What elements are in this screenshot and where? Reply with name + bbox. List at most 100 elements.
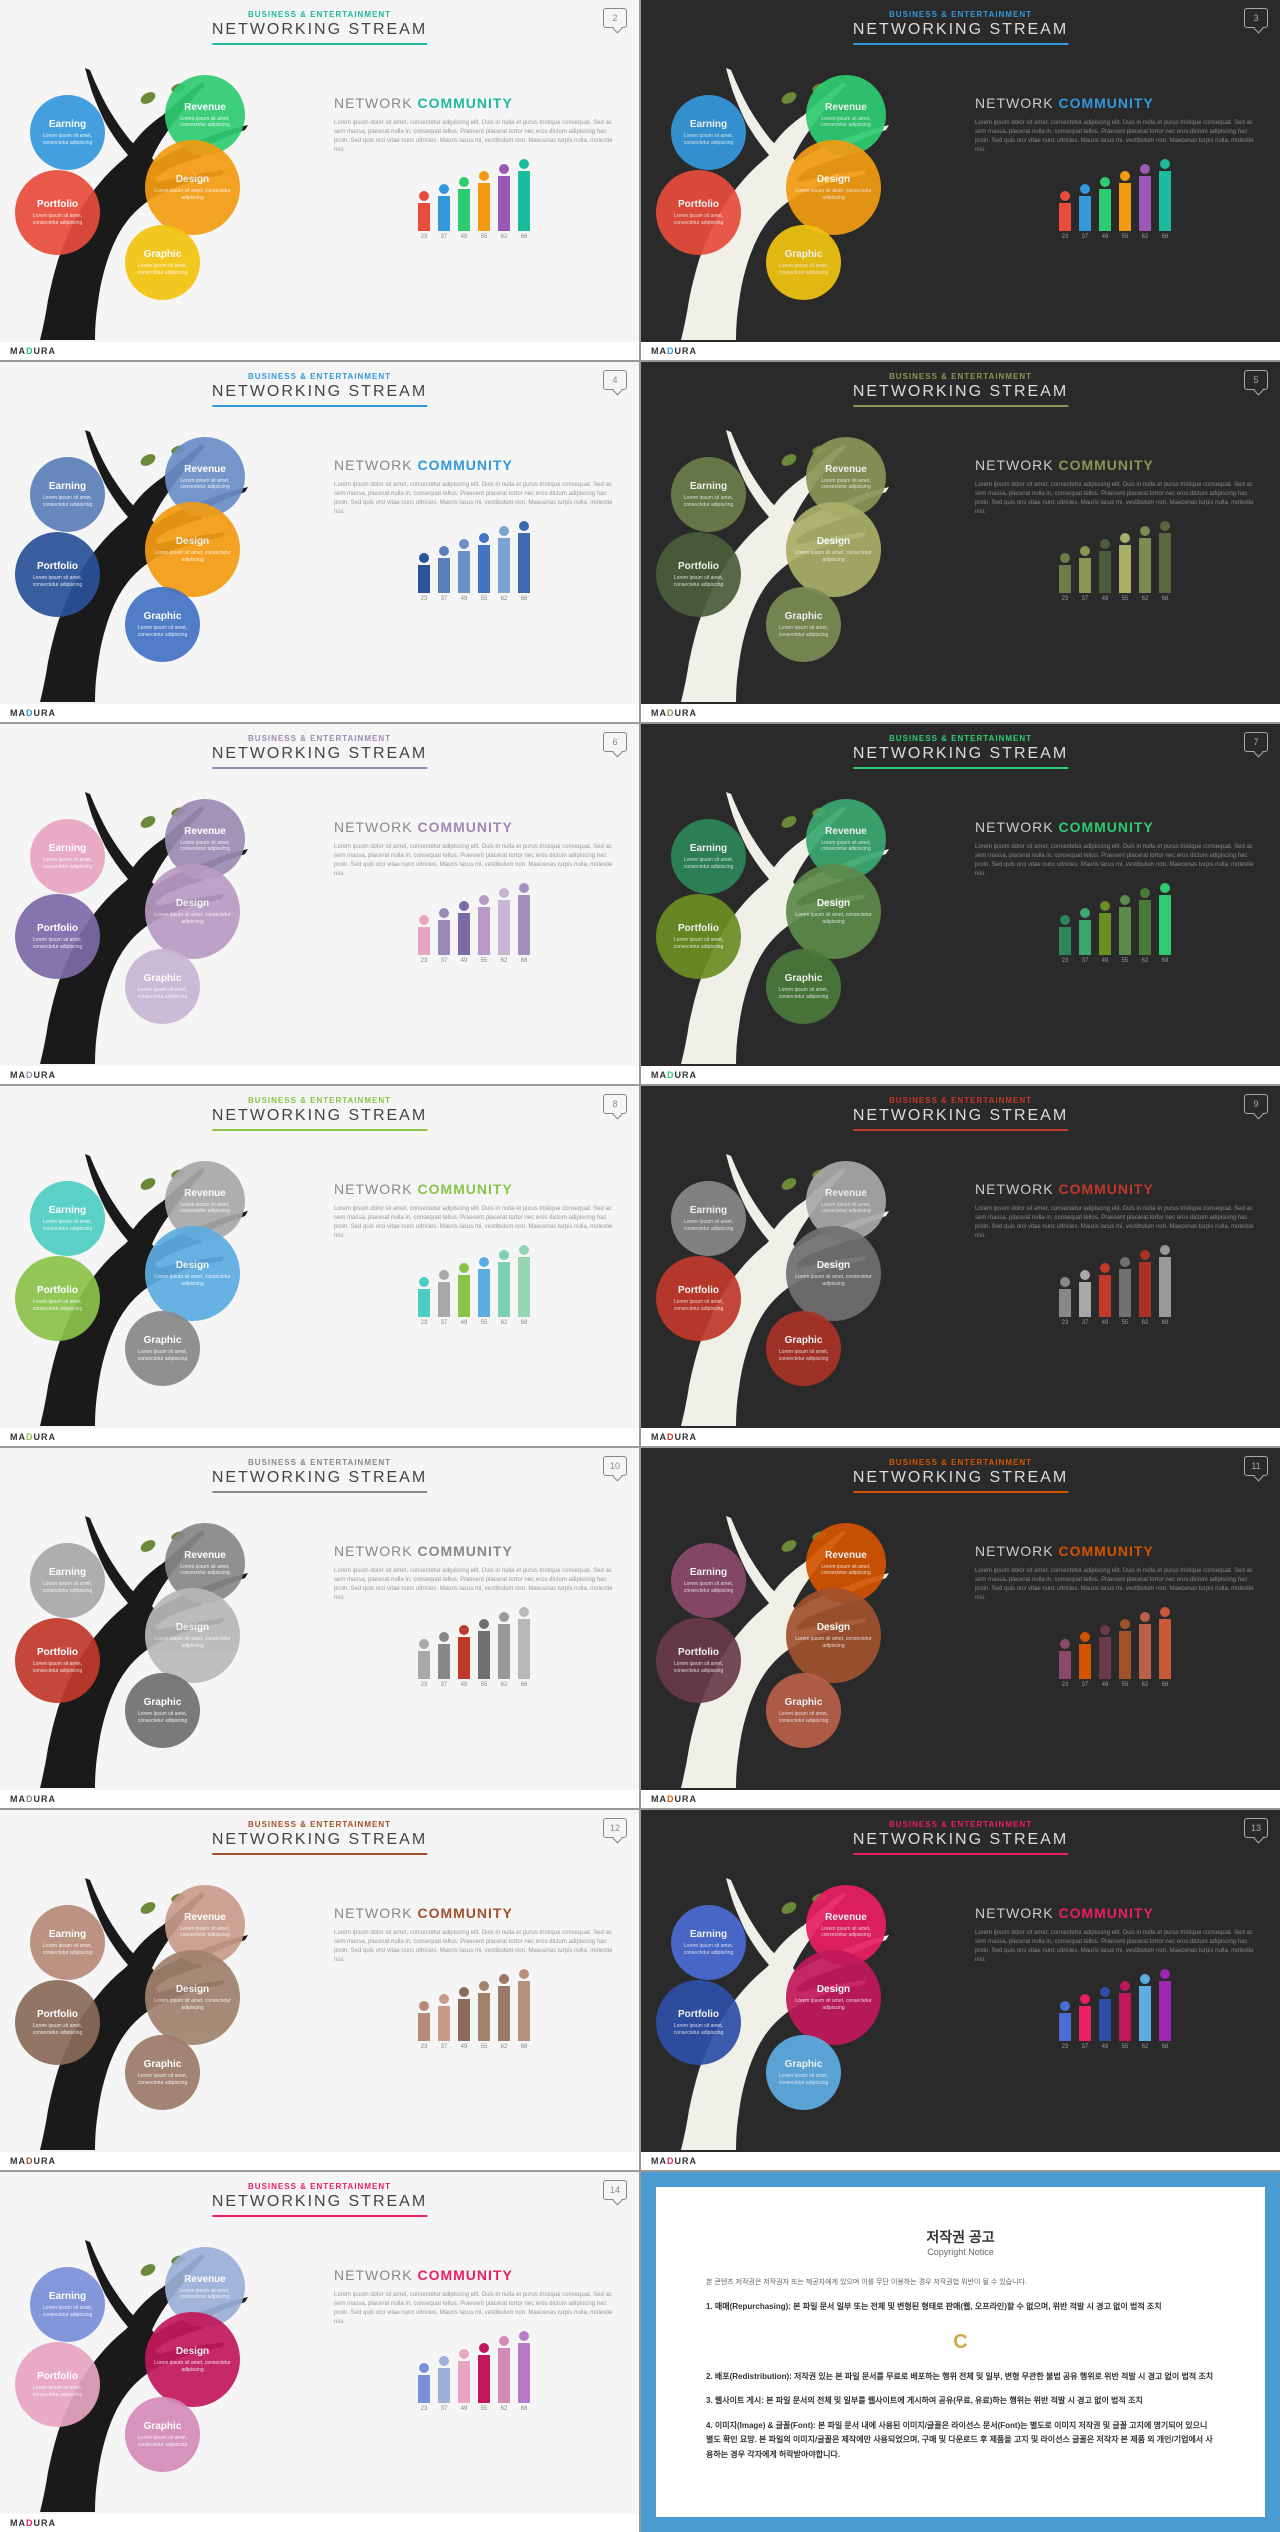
- bar: [1119, 1993, 1131, 2041]
- bar: [1059, 1651, 1071, 1679]
- bar-dot: [499, 526, 509, 536]
- description: Lorem ipsum dolor sit amet, consectetur …: [975, 1567, 1255, 1603]
- circle-text: Lorem ipsum sit amet, consectetur adipis…: [791, 912, 876, 925]
- circle-text: Lorem ipsum sit amet, consectetur adipis…: [35, 1219, 100, 1232]
- bar-item: 55: [1119, 171, 1131, 240]
- bar-chart: 23 37 49 55 62 68: [334, 1618, 614, 1688]
- bar-dot: [459, 901, 469, 911]
- subtitle: BUSINESS & ENTERTAINMENT: [212, 1820, 427, 1829]
- circle-text: Lorem ipsum sit amet, consectetur adipis…: [771, 1711, 836, 1724]
- bar-dot: [519, 1245, 529, 1255]
- bar-chart: 23 37 49 55 62 68: [334, 1980, 614, 2050]
- circle-text: Lorem ipsum sit amet, consectetur adipis…: [150, 912, 235, 925]
- circle-label: Graphic: [785, 1335, 823, 1346]
- bar-label: 37: [441, 1320, 448, 1326]
- circle-design: Design Lorem ipsum sit amet, consectetur…: [786, 864, 881, 959]
- bar: [498, 900, 510, 955]
- bar-dot: [499, 1974, 509, 1984]
- bar-item: 23: [418, 2001, 430, 2050]
- copyright-title: 저작권 공고: [706, 2227, 1215, 2247]
- bar: [1119, 1269, 1131, 1317]
- bar-item: 68: [518, 1969, 530, 2050]
- bar-dot: [419, 191, 429, 201]
- circle-label: Design: [176, 1260, 209, 1271]
- bar-label: 68: [521, 234, 528, 240]
- bar: [478, 1631, 490, 1679]
- circle-label: Earning: [690, 1567, 727, 1578]
- subtitle: BUSINESS & ENTERTAINMENT: [853, 1820, 1068, 1829]
- circle-label: Graphic: [144, 249, 182, 260]
- circle-text: Lorem ipsum sit amet, consectetur adipis…: [771, 625, 836, 638]
- bar-dot: [1060, 1639, 1070, 1649]
- circle-portfolio: Portfolio Lorem ipsum sit amet, consecte…: [15, 1618, 100, 1703]
- subtitle: BUSINESS & ENTERTAINMENT: [212, 10, 427, 19]
- bar-label: 49: [1102, 1320, 1109, 1326]
- bar-dot: [479, 1981, 489, 1991]
- bar-item: 23: [1059, 1639, 1071, 1688]
- bar-item: 23: [418, 553, 430, 602]
- bar-dot: [459, 2349, 469, 2359]
- network-title: NETWORK COMMUNITY: [975, 95, 1255, 111]
- circle-text: Lorem ipsum sit amet, consectetur adipis…: [20, 213, 95, 226]
- bar-dot: [1120, 1981, 1130, 1991]
- circle-label: Revenue: [184, 2274, 226, 2285]
- bar-item: 62: [498, 1250, 510, 1326]
- bar-dot: [1140, 888, 1150, 898]
- right-panel: NETWORK COMMUNITY Lorem ipsum dolor sit …: [975, 819, 1255, 964]
- circle-text: Lorem ipsum sit amet, consectetur adipis…: [130, 263, 195, 276]
- bar: [418, 1289, 430, 1317]
- bar: [1119, 1631, 1131, 1679]
- bar-label: 62: [1142, 596, 1149, 602]
- bar-dot: [1120, 171, 1130, 181]
- bar-dot: [1100, 177, 1110, 187]
- bar-dot: [419, 1277, 429, 1287]
- circle-earning: Earning Lorem ipsum sit amet, consectetu…: [30, 2267, 105, 2342]
- description: Lorem ipsum dolor sit amet, consectetur …: [975, 1929, 1255, 1965]
- footer: MADURA: [641, 1428, 1280, 1446]
- circle-text: Lorem ipsum sit amet, consectetur adipis…: [170, 1564, 240, 1577]
- bar-dot: [1140, 1974, 1150, 1984]
- circle-label: Design: [176, 1622, 209, 1633]
- bar: [1079, 558, 1091, 593]
- bar-dot: [1060, 191, 1070, 201]
- description: Lorem ipsum dolor sit amet, consectetur …: [334, 481, 614, 517]
- bar-dot: [1120, 533, 1130, 543]
- bar: [478, 183, 490, 231]
- bar-item: 68: [518, 521, 530, 602]
- circle-graphic: Graphic Lorem ipsum sit amet, consectetu…: [766, 949, 841, 1024]
- bar-label: 37: [441, 1682, 448, 1688]
- slide-10: 10 BUSINESS & ENTERTAINMENT NETWORKING S…: [0, 1448, 639, 1808]
- circle-label: Earning: [690, 1205, 727, 1216]
- bar: [1159, 1981, 1171, 2041]
- network-title: NETWORK COMMUNITY: [334, 819, 614, 835]
- bar-item: 55: [478, 2343, 490, 2412]
- network-title: NETWORK COMMUNITY: [975, 819, 1255, 835]
- page-number: 9: [1244, 1094, 1268, 1114]
- bar-dot: [499, 1250, 509, 1260]
- bar-item: 55: [478, 171, 490, 240]
- bar-dot: [479, 171, 489, 181]
- bar: [458, 189, 470, 231]
- circle-text: Lorem ipsum sit amet, consectetur adipis…: [791, 188, 876, 201]
- bar: [458, 2361, 470, 2403]
- bar-dot: [1160, 1607, 1170, 1617]
- circle-earning: Earning Lorem ipsum sit amet, consectetu…: [30, 1181, 105, 1256]
- slide-2: 2 BUSINESS & ENTERTAINMENT NETWORKING ST…: [0, 0, 639, 360]
- bar-item: 55: [1119, 1619, 1131, 1688]
- bar: [498, 538, 510, 593]
- bar-item: 62: [498, 888, 510, 964]
- bar-item: 23: [1059, 1277, 1071, 1326]
- circle-label: Earning: [49, 843, 86, 854]
- circle-text: Lorem ipsum sit amet, consectetur adipis…: [676, 857, 741, 870]
- circle-text: Lorem ipsum sit amet, consectetur adipis…: [35, 133, 100, 146]
- bar-label: 62: [1142, 234, 1149, 240]
- bar-label: 68: [521, 596, 528, 602]
- bar-dot: [419, 553, 429, 563]
- right-panel: NETWORK COMMUNITY Lorem ipsum dolor sit …: [975, 457, 1255, 602]
- bar-label: 68: [1162, 1682, 1169, 1688]
- bar-item: 37: [1079, 1632, 1091, 1688]
- description: Lorem ipsum dolor sit amet, consectetur …: [334, 119, 614, 155]
- circle-label: Earning: [49, 481, 86, 492]
- circle-design: Design Lorem ipsum sit amet, consectetur…: [145, 140, 240, 235]
- bar-label: 23: [421, 1682, 428, 1688]
